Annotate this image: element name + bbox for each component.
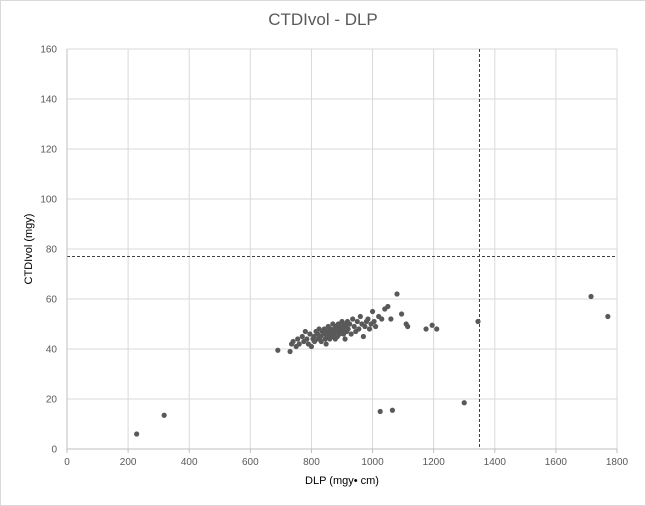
y-tick-label: 60 bbox=[46, 295, 58, 306]
data-point bbox=[385, 303, 391, 310]
data-point bbox=[379, 316, 385, 322]
data-point bbox=[302, 328, 308, 335]
y-tick-label: 160 bbox=[40, 45, 57, 56]
data-point bbox=[287, 348, 293, 355]
x-tick-label: 1600 bbox=[545, 457, 568, 468]
y-axis-label: CTDIvol (mgy) bbox=[23, 214, 35, 285]
data-point bbox=[360, 333, 366, 340]
data-point bbox=[345, 326, 351, 332]
data-point bbox=[347, 321, 353, 327]
data-point bbox=[362, 323, 368, 330]
data-point bbox=[394, 291, 400, 297]
data-point bbox=[423, 326, 429, 332]
data-point bbox=[357, 313, 363, 320]
data-point bbox=[434, 326, 440, 332]
data-point bbox=[365, 316, 371, 322]
data-point bbox=[398, 311, 405, 317]
data-point bbox=[311, 338, 318, 345]
data-point bbox=[342, 336, 348, 342]
y-tick-label: 80 bbox=[46, 245, 58, 256]
data-point bbox=[304, 336, 310, 342]
data-point bbox=[308, 343, 315, 350]
data-point bbox=[588, 293, 594, 300]
data-point bbox=[356, 326, 362, 332]
data-point bbox=[366, 326, 373, 332]
x-tick-label: 400 bbox=[181, 457, 198, 468]
data-point bbox=[388, 316, 394, 322]
x-tick-label: 200 bbox=[120, 457, 137, 468]
x-axis-label: DLP (mgy• cm) bbox=[305, 475, 379, 487]
data-point bbox=[429, 322, 435, 328]
data-point bbox=[377, 408, 383, 415]
y-tick-label: 0 bbox=[51, 445, 57, 456]
data-point bbox=[295, 336, 301, 342]
x-tick-label: 1200 bbox=[423, 457, 446, 468]
chart-title: CTDIvol - DLP bbox=[268, 10, 378, 29]
data-point bbox=[351, 323, 357, 330]
y-tick-label: 40 bbox=[46, 345, 58, 356]
data-point bbox=[461, 400, 467, 406]
data-points bbox=[134, 291, 611, 437]
y-tick-label: 100 bbox=[40, 195, 57, 206]
x-tick-label: 0 bbox=[64, 457, 70, 468]
data-point bbox=[299, 333, 305, 340]
data-point bbox=[290, 338, 296, 345]
data-point bbox=[134, 431, 140, 437]
x-tick-label: 800 bbox=[303, 457, 320, 468]
data-point bbox=[354, 318, 360, 325]
data-point bbox=[318, 338, 324, 345]
y-tick-label: 120 bbox=[40, 145, 57, 156]
data-point bbox=[373, 323, 379, 330]
data-point bbox=[307, 331, 313, 337]
y-tick-label: 20 bbox=[46, 395, 58, 406]
data-point bbox=[605, 313, 611, 320]
data-point bbox=[389, 407, 396, 413]
x-tick-label: 1000 bbox=[361, 457, 384, 468]
data-point bbox=[161, 412, 167, 418]
x-tick-label: 1400 bbox=[484, 457, 507, 468]
x-tick-label: 1800 bbox=[606, 457, 629, 468]
data-point bbox=[371, 318, 377, 325]
data-point bbox=[348, 331, 354, 337]
data-point bbox=[323, 341, 329, 347]
data-point bbox=[350, 316, 356, 322]
y-tick-label: 140 bbox=[40, 95, 57, 106]
data-point bbox=[275, 347, 281, 353]
data-point bbox=[369, 308, 376, 315]
data-point bbox=[405, 323, 411, 330]
reference-lines bbox=[67, 49, 617, 449]
x-tick-label: 600 bbox=[242, 457, 259, 468]
data-point bbox=[475, 318, 481, 325]
data-point bbox=[296, 341, 302, 347]
gridlines bbox=[67, 48, 618, 449]
data-point bbox=[311, 333, 317, 340]
